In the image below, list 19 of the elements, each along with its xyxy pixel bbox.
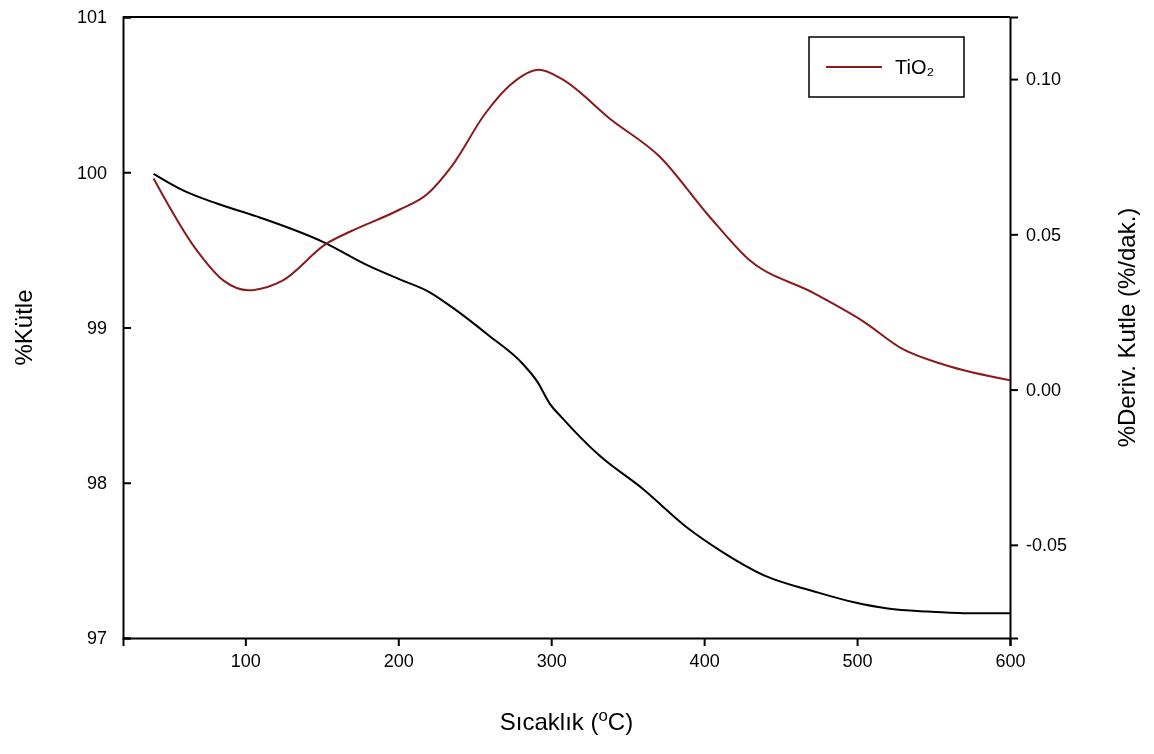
y2-tick-label: -0.05 (1026, 535, 1068, 556)
y-tick-label: 99 (86, 317, 107, 338)
x-tick-label: 600 (995, 650, 1026, 671)
y-tick-label: 100 (76, 162, 107, 183)
y2-tick-label: 0.10 (1026, 69, 1062, 90)
legend-label: TiO₂ (895, 56, 935, 78)
y-tick-label: 101 (76, 7, 107, 28)
y-tick-label: 98 (86, 473, 107, 494)
x-tick-label: 200 (383, 650, 414, 671)
y2-axis-title: %Deriv. Kutle (%/dak.) (1113, 207, 1140, 448)
x-axis-title: Sıcaklık ($^{o}$C) (499, 705, 634, 735)
y-axis-title: %Kütle (10, 289, 37, 366)
x-tick-label: 100 (230, 650, 261, 671)
x-tick-label: 500 (842, 650, 873, 671)
x-tick-label: 400 (689, 650, 720, 671)
x-tick-label: 300 (536, 650, 567, 671)
y2-tick-label: 0.05 (1026, 224, 1062, 245)
y-tick-label: 97 (86, 628, 107, 649)
y2-tick-label: 0.00 (1026, 379, 1062, 400)
